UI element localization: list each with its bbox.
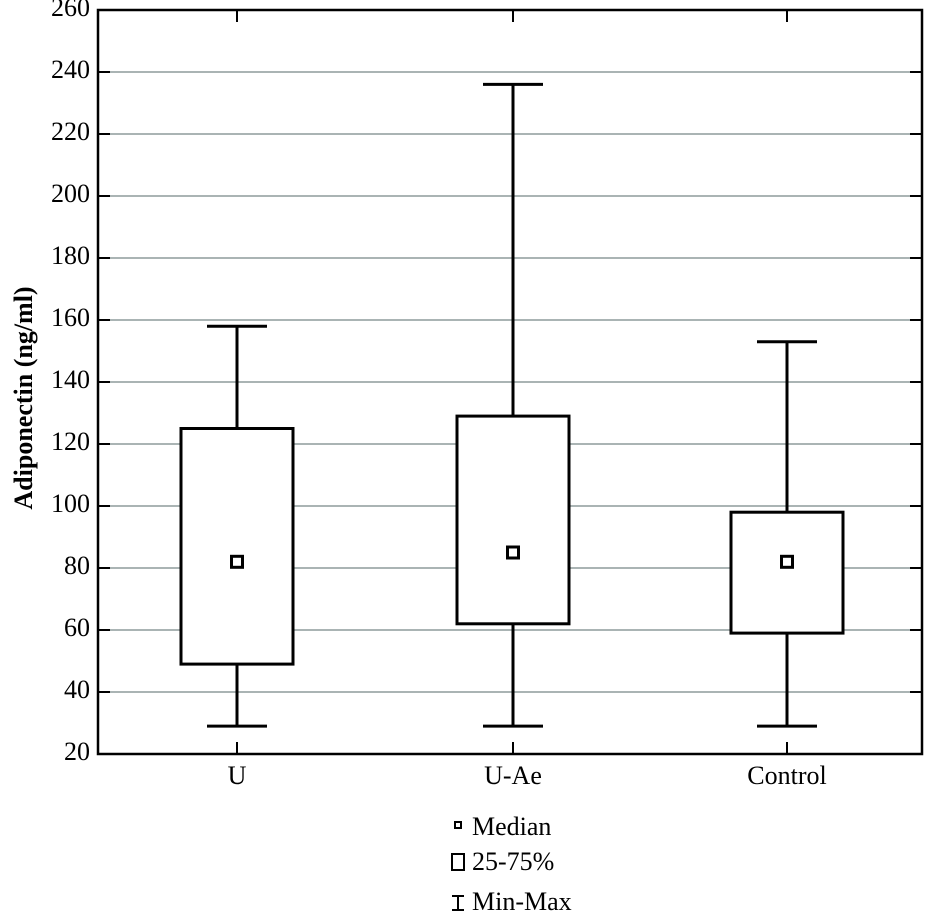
x-tick-label: U bbox=[228, 761, 247, 790]
iqr-box bbox=[729, 510, 845, 635]
y-tick-label: 60 bbox=[64, 613, 90, 642]
legend-whisker bbox=[452, 895, 464, 911]
legend-median-label: Median bbox=[472, 812, 551, 841]
axis-ticks: 20 40 60 80 100 120 140 160 180 200 220 240 260 U U-Ae… bbox=[51, 0, 922, 790]
y-tick-label: 120 bbox=[51, 427, 90, 456]
median-marker bbox=[780, 554, 794, 569]
y-tick-label: 180 bbox=[51, 241, 90, 270]
box-plot-series bbox=[179, 82, 845, 728]
legend: Median 25-75% Min-Max bbox=[451, 812, 572, 913]
median-marker bbox=[506, 545, 520, 560]
y-tick-label: 140 bbox=[51, 365, 90, 394]
y-tick-label: 100 bbox=[51, 489, 90, 518]
y-tick-label: 40 bbox=[64, 675, 90, 704]
iqr-box bbox=[455, 414, 571, 626]
legend-whisker-label: Min-Max bbox=[472, 887, 572, 913]
x-tick-label: U-Ae bbox=[484, 761, 542, 790]
legend-median-symbol bbox=[454, 821, 462, 829]
y-tick-label: 260 bbox=[51, 0, 90, 22]
y-axis-label: Adiponectin (ng/ml) bbox=[9, 286, 38, 509]
box-group bbox=[729, 340, 845, 728]
legend-box-symbol bbox=[451, 853, 465, 871]
median-marker bbox=[230, 554, 244, 569]
y-tick-label: 220 bbox=[51, 117, 90, 146]
box-group bbox=[179, 324, 295, 728]
y-tick-label: 160 bbox=[51, 303, 90, 332]
y-tick-label: 80 bbox=[64, 551, 90, 580]
box-group bbox=[455, 82, 571, 728]
iqr-box bbox=[179, 427, 295, 666]
y-axis-label-group: Adiponectin (ng/ml) bbox=[9, 286, 38, 509]
y-tick-label: 240 bbox=[51, 55, 90, 84]
legend-median: Median bbox=[454, 812, 551, 841]
legend-box: 25-75% bbox=[451, 847, 554, 876]
y-tick-label: 20 bbox=[64, 737, 90, 766]
x-tick-label: Control bbox=[747, 761, 826, 790]
legend-box-label: 25-75% bbox=[472, 847, 554, 876]
y-tick-label: 200 bbox=[51, 179, 90, 208]
